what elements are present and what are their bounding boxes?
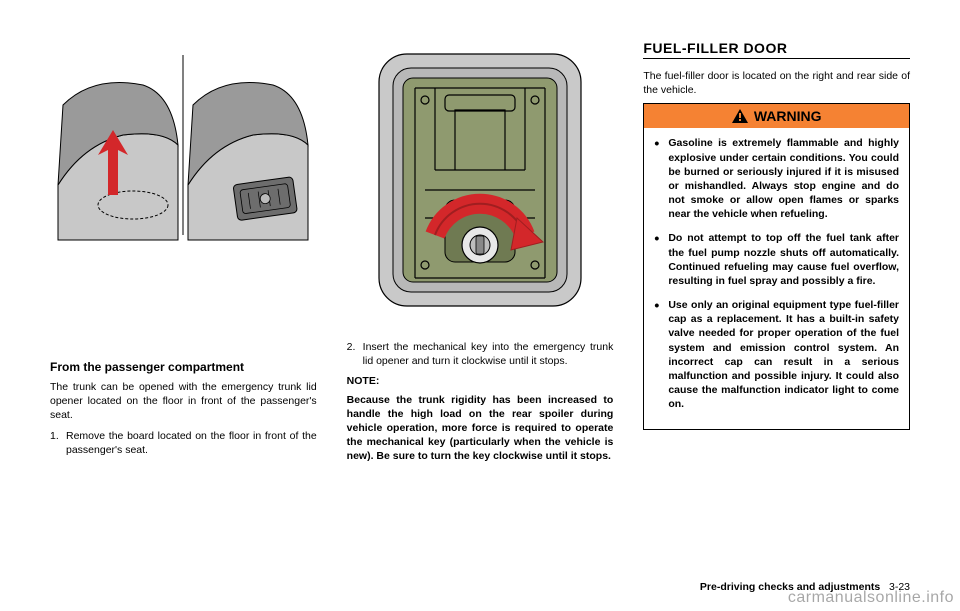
warning-item-1: Gasoline is extremely flammable and high… <box>654 136 899 221</box>
step-2: 2. Insert the mechanical key into the eme… <box>347 340 614 368</box>
section-heading: FUEL-FILLER DOOR <box>643 40 910 59</box>
paragraph-intro: The trunk can be opened with the emergen… <box>50 380 317 423</box>
warning-body: Gasoline is extremely flammable and high… <box>644 128 909 429</box>
step-list-1: 1. Remove the board located on the floor … <box>50 429 317 463</box>
column-3: FUEL-FILLER DOOR The fuel-filler door is… <box>643 40 910 469</box>
step-number: 2. <box>347 340 356 354</box>
warning-item-3: Use only an original equipment type fuel… <box>654 298 899 411</box>
warning-box: WARNING Gasoline is extremely flammable … <box>643 103 910 430</box>
note-text: Because the trunk rigidity has been incr… <box>347 393 614 464</box>
watermark: carmanualsonline.info <box>788 589 954 607</box>
note-label: NOTE: <box>347 374 614 388</box>
warning-icon <box>732 109 748 123</box>
step-list-2: 2. Insert the mechanical key into the eme… <box>347 340 614 374</box>
step-1: 1. Remove the board located on the floor … <box>50 429 317 457</box>
step-text: Insert the mechanical key into the emerg… <box>363 341 614 367</box>
page: From the passenger compartment The trunk… <box>0 0 960 489</box>
warning-item-2: Do not attempt to top off the fuel tank … <box>654 231 899 288</box>
column-2: 2. Insert the mechanical key into the eme… <box>347 40 614 469</box>
illustration-seat-panel <box>50 40 317 250</box>
warning-label: WARNING <box>754 108 822 124</box>
column-1: From the passenger compartment The trunk… <box>50 40 317 469</box>
step-text: Remove the board located on the floor in… <box>66 430 317 456</box>
illustration-key-turn <box>347 40 614 320</box>
heading-from-passenger: From the passenger compartment <box>50 360 317 374</box>
step-number: 1. <box>50 429 59 443</box>
spacer <box>50 270 317 360</box>
section-intro: The fuel-filler door is located on the r… <box>643 69 910 97</box>
warning-header: WARNING <box>644 104 909 128</box>
